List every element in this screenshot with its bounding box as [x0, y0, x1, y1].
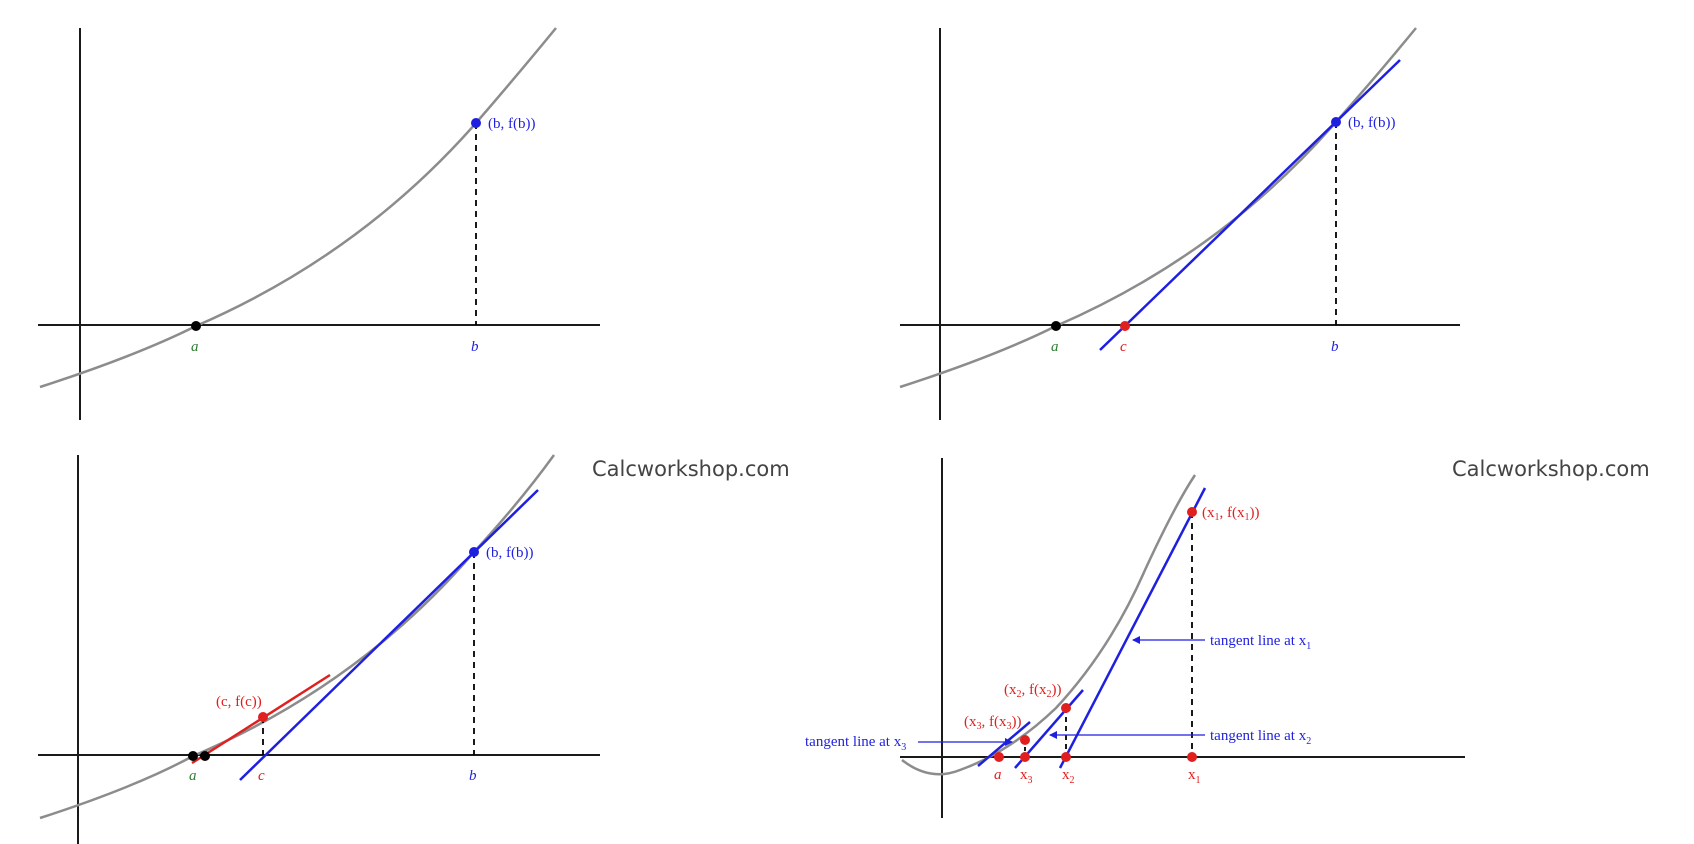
label-x3: x3 [1020, 767, 1033, 786]
label-point-x1: (x1, f(x1)) [1202, 505, 1260, 523]
point-x3-fx3 [1020, 735, 1030, 745]
panel-1: a b (b, f(b)) [38, 27, 600, 420]
label-point-x3: (x3, f(x3)) [964, 714, 1022, 732]
secant-line [1099, 59, 1401, 351]
label-b: b [469, 768, 477, 784]
label-b: b [471, 339, 479, 355]
root-point-a [994, 752, 1004, 762]
point-x1-fx1 [1187, 507, 1197, 517]
label-b-point: (b, f(b)) [486, 545, 533, 561]
point-x2-fx2 [1061, 703, 1071, 713]
root-point-a [191, 321, 201, 331]
label-b-point: (b, f(b)) [488, 116, 535, 132]
label-tangent-x3: tangent line at x3 [805, 734, 906, 753]
label-a: a [189, 768, 197, 784]
point-c [1120, 321, 1130, 331]
watermark-right: Calcworkshop.com [1452, 457, 1650, 481]
label-x2: x2 [1062, 767, 1075, 786]
label-b-point: (b, f(b)) [1348, 115, 1395, 131]
label-point-x2: (x2, f(x2)) [1004, 682, 1062, 700]
point-c-fc [258, 712, 268, 722]
label-a: a [191, 339, 199, 355]
function-curve [899, 27, 1417, 389]
root-point-a [1051, 321, 1061, 331]
label-c: c [258, 768, 265, 784]
function-curve [39, 454, 556, 820]
tangent-line-x1 [1058, 487, 1207, 769]
watermark-left: Calcworkshop.com [592, 457, 790, 481]
point-b-fb [469, 547, 479, 557]
panel-2: a c b (b, f(b)) [899, 27, 1460, 420]
label-b: b [1331, 339, 1339, 355]
panel-4: a x3 x2 x1 (x1, f(x1)) (x2, f(x2)) (x3, … [805, 458, 1465, 818]
point-b-fb [1331, 117, 1341, 127]
point-x3 [1020, 752, 1030, 762]
panel-3: a c b (b, f(b)) (c, f(c)) [38, 454, 600, 844]
tangent-line-x3 [977, 721, 1031, 767]
new-point-c [200, 751, 210, 761]
label-a: a [994, 767, 1002, 783]
label-tangent-x2: tangent line at x2 [1210, 728, 1311, 747]
secant-line-blue [239, 489, 539, 781]
function-curve [39, 27, 557, 389]
point-x1 [1187, 752, 1197, 762]
point-x2 [1061, 752, 1071, 762]
function-curve [901, 474, 1197, 776]
label-a: a [1051, 339, 1059, 355]
label-tangent-x1: tangent line at x1 [1210, 633, 1311, 652]
root-point-a [188, 751, 198, 761]
label-x1: x1 [1188, 767, 1201, 786]
label-c-point: (c, f(c)) [216, 694, 262, 710]
label-c: c [1120, 339, 1127, 355]
point-b-fb [471, 118, 481, 128]
